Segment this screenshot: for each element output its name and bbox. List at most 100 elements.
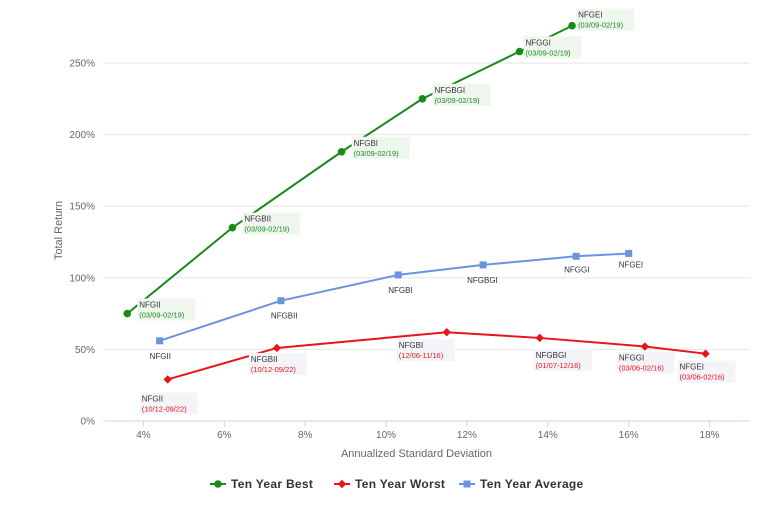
point-label: NFGBGI(01/07-12/16) bbox=[533, 348, 592, 371]
point-label-name: NFGBI bbox=[388, 286, 412, 295]
legend-item-ten-year-best[interactable]: Ten Year Best bbox=[210, 477, 313, 491]
point-label: NFGBI bbox=[388, 286, 412, 295]
point-label-name: NFGBII bbox=[251, 355, 278, 364]
series-line bbox=[126, 24, 573, 315]
y-tick-label: 100% bbox=[69, 273, 95, 284]
x-tick-label: 8% bbox=[298, 430, 313, 441]
x-tick-label: 10% bbox=[376, 430, 396, 441]
point-label: NFGBII(10/12-09/22) bbox=[248, 352, 307, 375]
data-point[interactable] bbox=[479, 261, 487, 269]
legend-label: Ten Year Worst bbox=[355, 477, 445, 491]
point-label: NFGII(10/12-09/22) bbox=[139, 392, 198, 415]
point-label: NFGGI(03/06-02/16) bbox=[616, 351, 675, 374]
point-label-date: (03/09-02/19) bbox=[244, 225, 290, 234]
data-point[interactable] bbox=[572, 252, 580, 260]
point-label: NFGBGI(03/09-02/19) bbox=[432, 83, 491, 106]
label-background bbox=[616, 351, 675, 374]
point-label-name: NFGBII bbox=[244, 215, 271, 224]
axes: 0% 50% 100% 150% 200% 250% 4% 6% 8% 10% 12% 14% 16% 1… bbox=[69, 58, 750, 441]
x-tick-label: 4% bbox=[136, 430, 151, 441]
label-background bbox=[396, 339, 455, 362]
legend[interactable]: Ten Year Best Ten Year Worst Ten Year Aver… bbox=[210, 477, 584, 491]
point-label-name: NFGEI bbox=[578, 11, 602, 20]
x-tick-label: 18% bbox=[700, 430, 720, 441]
point-label-date: (03/09-02/19) bbox=[526, 49, 572, 58]
point-label: NFGBI(12/06-11/16) bbox=[396, 339, 455, 362]
series-ten-year-average bbox=[156, 249, 633, 345]
label-background bbox=[139, 392, 198, 415]
point-label: NFGGI(03/09-02/19) bbox=[523, 36, 582, 59]
data-point[interactable] bbox=[394, 271, 402, 279]
x-tick-label: 14% bbox=[538, 430, 558, 441]
label-background bbox=[351, 136, 410, 159]
data-point[interactable] bbox=[515, 47, 524, 56]
point-label-name: NFGBGI bbox=[536, 351, 567, 360]
point-label-name: NFGII bbox=[139, 301, 160, 310]
point-label: NFGII bbox=[150, 352, 171, 361]
data-point[interactable] bbox=[535, 333, 544, 343]
point-label-date: (03/09-02/19) bbox=[354, 149, 400, 158]
label-background bbox=[432, 83, 491, 106]
data-point[interactable] bbox=[640, 342, 650, 351]
label-background bbox=[137, 298, 196, 321]
data-point[interactable] bbox=[418, 94, 427, 103]
data-point[interactable] bbox=[701, 349, 710, 358]
y-tick-label: 200% bbox=[69, 130, 95, 141]
data-point[interactable] bbox=[625, 249, 633, 257]
legend-item-ten-year-worst[interactable]: Ten Year Worst bbox=[334, 477, 445, 491]
point-label-name: NFGEI bbox=[619, 260, 643, 269]
point-label: NFGEI bbox=[619, 260, 643, 269]
data-point[interactable] bbox=[568, 21, 576, 30]
data-point[interactable] bbox=[123, 309, 132, 318]
point-label: NFGEI(03/06-02/16) bbox=[677, 360, 736, 383]
point-label: NFGII(03/09-02/19) bbox=[137, 298, 196, 321]
point-label-date: (10/12-09/22) bbox=[142, 404, 188, 413]
point-label: NFGEI(03/09-02/19) bbox=[576, 8, 635, 31]
legend-item-ten-year-average[interactable]: Ten Year Average bbox=[459, 477, 584, 491]
point-label-name: NFGGI bbox=[619, 354, 644, 363]
data-point[interactable] bbox=[337, 147, 346, 156]
x-tick-label: 6% bbox=[217, 430, 232, 441]
data-point[interactable] bbox=[228, 223, 237, 232]
data-point[interactable] bbox=[163, 375, 172, 384]
data-point[interactable] bbox=[156, 337, 164, 345]
label-background bbox=[533, 348, 592, 371]
legend-label: Ten Year Best bbox=[231, 477, 313, 491]
data-point[interactable] bbox=[272, 343, 282, 353]
legend-marker[interactable] bbox=[463, 480, 471, 488]
point-label-date: (10/12-09/22) bbox=[251, 365, 297, 374]
point-label-date: (03/06-02/16) bbox=[619, 364, 665, 373]
data-point[interactable] bbox=[442, 328, 451, 337]
grid-lines bbox=[103, 62, 750, 350]
x-tick-label: 12% bbox=[457, 430, 477, 441]
point-label-date: (03/09-02/19) bbox=[139, 311, 185, 320]
legend-label: Ten Year Average bbox=[480, 477, 584, 491]
point-label: NFGGI bbox=[564, 265, 589, 274]
legend-marker[interactable] bbox=[337, 479, 347, 489]
legend-marker[interactable] bbox=[214, 480, 222, 488]
point-label-name: NFGEI bbox=[680, 363, 704, 372]
point-label-name: NFGBI bbox=[399, 341, 423, 350]
point-label-date: (01/07-12/16) bbox=[536, 361, 582, 370]
x-axis-title: Annualized Standard Deviation bbox=[341, 448, 492, 460]
point-label-date: (12/06-11/16) bbox=[399, 351, 444, 360]
series-line bbox=[159, 252, 629, 342]
point-label-name: NFGBII bbox=[271, 312, 298, 321]
point-label-name: NFGII bbox=[142, 394, 163, 403]
point-label-date: (03/06-02/16) bbox=[680, 373, 726, 382]
point-label-name: NFGII bbox=[150, 352, 171, 361]
y-tick-label: 50% bbox=[75, 345, 95, 356]
data-point[interactable] bbox=[277, 297, 285, 305]
point-label: NFGBII bbox=[271, 312, 298, 321]
point-label-name: NFGBGI bbox=[467, 276, 498, 285]
series-layer bbox=[123, 21, 710, 384]
point-label-name: NFGBI bbox=[354, 139, 378, 148]
label-background bbox=[242, 212, 301, 235]
point-label: NFGBGI bbox=[467, 276, 498, 285]
point-label-name: NFGBGI bbox=[434, 86, 465, 95]
point-labels: NFGII(03/09-02/19)NFGBII(03/09-02/19)NFG… bbox=[137, 8, 736, 415]
point-label-date: (03/09-02/19) bbox=[434, 96, 480, 105]
series-ten-year-best bbox=[123, 21, 576, 318]
y-tick-label: 150% bbox=[69, 202, 95, 213]
